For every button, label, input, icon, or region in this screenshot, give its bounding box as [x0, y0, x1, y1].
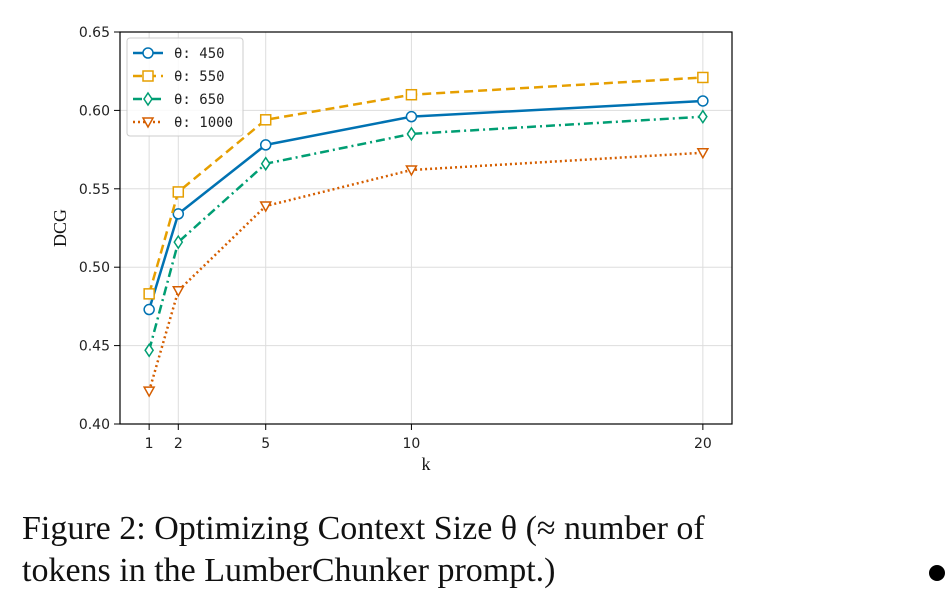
x-axis-ticks: 1 2 5 10 20 — [145, 424, 712, 452]
figure-caption: Figure 2: Optimizing Context Size θ (≈ n… — [22, 508, 822, 592]
series-3 — [142, 147, 710, 398]
data-point — [405, 110, 418, 123]
data-point — [172, 285, 185, 298]
x-tick-label: 2 — [174, 436, 183, 452]
legend-label: θ: 1000 — [174, 115, 233, 131]
series-line — [147, 115, 703, 351]
legend-box — [126, 37, 244, 137]
series-line — [147, 76, 703, 295]
legend-label: θ: 550 — [174, 69, 225, 85]
y-tick-label: 0.60 — [79, 103, 110, 119]
data-point — [144, 342, 155, 358]
data-point — [173, 234, 184, 250]
data-point — [405, 165, 418, 177]
x-tick-label: 5 — [261, 436, 270, 452]
legend-label: θ: 450 — [174, 46, 225, 62]
data-point — [697, 71, 709, 84]
y-tick-label: 0.45 — [79, 339, 110, 355]
y-axis-ticks: 0.40 0.45 0.50 0.55 0.60 0.65 — [79, 25, 120, 433]
series-2 — [144, 109, 708, 358]
y-tick-label: 0.65 — [79, 25, 110, 41]
caption-line-2: tokens in the LumberChunker prompt.) — [22, 552, 556, 589]
legend-marker — [142, 70, 154, 82]
data-point — [259, 201, 272, 213]
y-tick-label: 0.50 — [79, 260, 110, 276]
data-point — [406, 126, 417, 142]
caption-line-1: Figure 2: Optimizing Context Size θ (≈ n… — [22, 510, 705, 547]
series-1 — [143, 71, 709, 300]
x-axis-label: k — [422, 454, 431, 474]
series-0 — [143, 95, 709, 316]
data-point — [172, 186, 185, 198]
data-point — [697, 109, 708, 125]
y-tick-label: 0.40 — [79, 417, 110, 433]
series-layer — [142, 71, 710, 398]
data-point — [697, 95, 709, 107]
legend-marker — [143, 91, 153, 107]
x-tick-label: 10 — [403, 436, 421, 452]
data-point — [260, 156, 271, 172]
data-point — [142, 386, 156, 398]
data-point — [259, 139, 272, 151]
y-axis-label: DCG — [50, 209, 70, 247]
legend: θ: 450 θ: 550 θ: 650 θ: 1000 — [126, 37, 244, 137]
data-point — [405, 88, 418, 101]
data-point — [696, 147, 710, 160]
y-tick-label: 0.55 — [79, 182, 110, 198]
bullet-dot — [929, 565, 945, 581]
line-chart: 1 2 5 10 20 0.40 0.45 0.50 0.55 0.60 0.65 k DCG θ… — [50, 25, 733, 474]
plot-frame — [119, 31, 733, 425]
data-point — [259, 114, 272, 126]
data-point — [143, 288, 155, 300]
data-point — [143, 303, 155, 316]
legend-label: θ: 650 — [174, 92, 225, 108]
legend-marker — [142, 47, 154, 59]
legend-marker — [141, 117, 155, 129]
data-point — [172, 208, 185, 220]
x-tick-label: 20 — [694, 436, 712, 452]
x-tick-label: 1 — [145, 436, 154, 452]
